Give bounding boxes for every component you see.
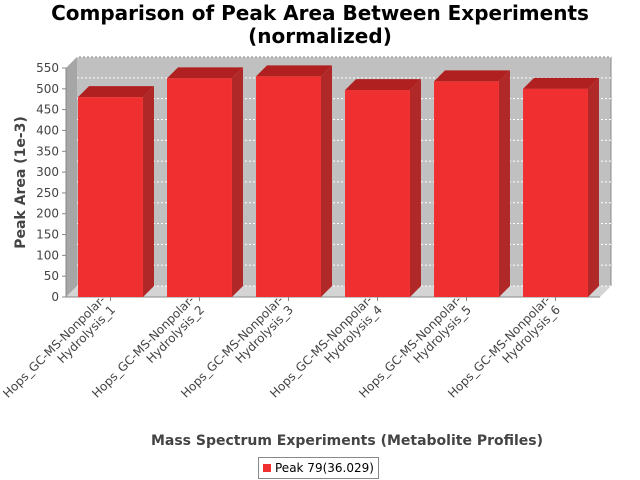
y-tick-label: 150 <box>36 228 59 242</box>
y-tick-label: 450 <box>36 103 59 117</box>
y-tick-label: 550 <box>36 61 59 75</box>
y-axis-title: Peak Area (1e-3) <box>13 116 29 249</box>
bar-top <box>434 70 510 82</box>
y-tick-label: 400 <box>36 123 59 137</box>
bar-top <box>167 67 243 79</box>
bar <box>434 81 499 297</box>
bar-side <box>498 70 510 297</box>
bar-side <box>231 67 243 297</box>
legend-label: Peak 79(36.029) <box>275 461 374 475</box>
legend: Peak 79(36.029) <box>258 457 379 479</box>
bar <box>256 76 321 297</box>
plot-left-wall <box>66 57 77 297</box>
bar-side <box>409 79 421 297</box>
y-tick-label: 200 <box>36 207 59 221</box>
x-tick-label-line: Hops_GC-MS-Nonpolar- <box>0 293 108 401</box>
bar-top <box>256 65 332 77</box>
y-tick-label: 350 <box>36 144 59 158</box>
y-tick-label: 300 <box>36 165 59 179</box>
bar <box>167 78 232 297</box>
y-tick-label: 0 <box>51 290 59 304</box>
chart-title: Comparison of Peak Area Between Experime… <box>0 2 640 48</box>
y-tick-label: 100 <box>36 248 59 262</box>
y-tick-label: 250 <box>36 186 59 200</box>
y-tick-label: 500 <box>36 82 59 96</box>
bar <box>523 88 588 298</box>
legend-swatch <box>263 464 271 472</box>
bar-side <box>142 86 154 298</box>
chart-title-line-1: Comparison of Peak Area Between Experime… <box>51 1 589 25</box>
bar-side <box>320 65 332 297</box>
bar-side <box>587 77 599 298</box>
bar-top <box>345 79 421 91</box>
bar-top <box>78 86 154 98</box>
bar <box>78 97 143 298</box>
chart-title-line-2: (normalized) <box>248 24 392 48</box>
bar-top <box>523 77 599 89</box>
x-axis-title: Mass Spectrum Experiments (Metabolite Pr… <box>151 433 543 449</box>
bar <box>345 90 410 297</box>
y-tick-label: 50 <box>44 269 59 283</box>
